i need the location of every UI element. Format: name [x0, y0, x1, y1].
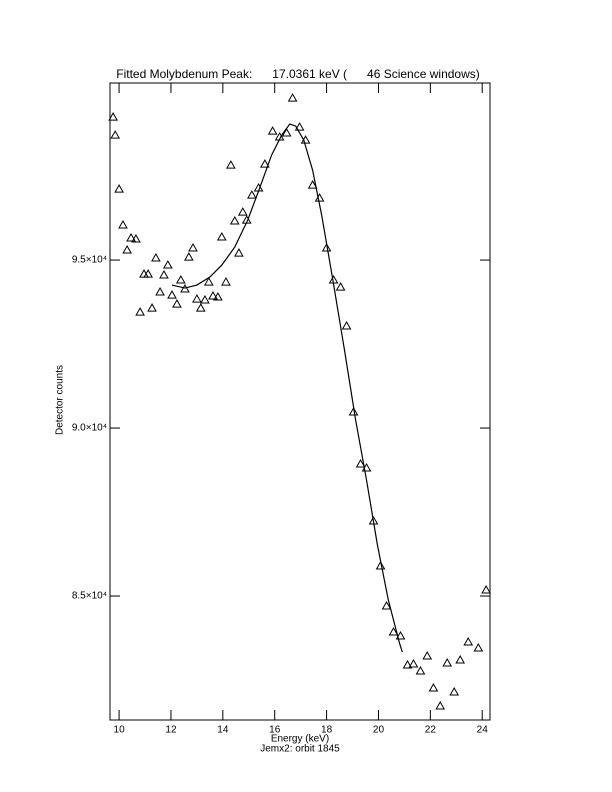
data-point: [203, 277, 214, 286]
data-point: [381, 600, 392, 610]
x-tick-label: 20: [373, 725, 385, 736]
data-point: [172, 299, 182, 308]
x-tick-label: 12: [165, 725, 177, 736]
data-point: [408, 659, 419, 668]
x-axis-label: Energy (keV): [271, 734, 329, 745]
data-point: [355, 459, 366, 468]
data-point: [162, 260, 173, 269]
data-point: [388, 627, 399, 636]
data-point: [449, 687, 460, 696]
data-point: [180, 284, 190, 293]
data-point: [147, 303, 157, 312]
data-point: [307, 180, 318, 189]
x-tick-label: 22: [425, 725, 437, 736]
data-point: [341, 321, 352, 330]
data-point: [348, 407, 359, 416]
x-tick-label: 14: [217, 725, 229, 736]
data-point: [126, 233, 136, 242]
data-point: [415, 666, 426, 675]
data-point: [216, 232, 227, 241]
y-tick-label: 8.5×10⁴: [72, 591, 107, 602]
data-point: [375, 561, 386, 570]
y-tick-label: 9.0×10⁴: [72, 423, 107, 434]
x-tick-label: 24: [477, 725, 489, 736]
data-point: [455, 655, 466, 664]
data-point: [200, 295, 210, 304]
data-point: [473, 643, 484, 652]
data-point: [247, 190, 257, 199]
fit-line: [171, 123, 403, 653]
data-point: [237, 207, 248, 216]
data-point: [422, 651, 433, 660]
data-point: [131, 234, 141, 243]
data-point: [167, 290, 177, 299]
data-point: [321, 243, 332, 252]
y-axis-label: Detector counts: [55, 365, 66, 435]
data-point: [183, 252, 194, 261]
data-point: [114, 184, 124, 193]
data-point: [208, 291, 218, 300]
data-point: [335, 282, 346, 291]
data-point: [481, 585, 491, 594]
data-point: [395, 630, 406, 640]
data-point: [463, 637, 474, 646]
data-point: [287, 93, 298, 102]
data-point: [294, 122, 305, 131]
data-point: [234, 248, 244, 257]
data-point: [159, 270, 169, 279]
data-point: [259, 159, 270, 168]
plot-frame: [109, 82, 491, 721]
data-point: [442, 658, 453, 667]
data-point: [229, 216, 240, 225]
data-point: [118, 220, 128, 229]
x-tick-label: 16: [269, 725, 281, 736]
data-point: [281, 128, 292, 137]
data-point: [192, 294, 202, 303]
data-point: [110, 130, 121, 139]
x-tick-label: 18: [321, 725, 333, 736]
data-point: [155, 287, 165, 296]
data-point: [402, 659, 413, 669]
data-point: [435, 701, 446, 710]
data-point: [151, 253, 161, 262]
x-tick-label: 10: [114, 725, 126, 736]
data-point: [108, 112, 118, 121]
data-point: [122, 245, 132, 254]
chart-title: Fitted Molybdenum Peak: 17.0361 keV ( 46…: [116, 67, 480, 81]
data-point: [226, 160, 236, 169]
data-point: [195, 303, 206, 312]
data-point: [221, 277, 231, 286]
data-point: [267, 126, 278, 135]
data-point: [428, 683, 439, 692]
data-point: [175, 275, 186, 284]
data-point: [188, 243, 198, 252]
data-point: [135, 307, 145, 316]
chart-subtitle: Jemx2: orbit 1845: [260, 744, 340, 755]
data-point: [143, 269, 153, 278]
data-point: [213, 292, 223, 301]
y-tick-label: 9.5×10⁴: [72, 255, 107, 266]
